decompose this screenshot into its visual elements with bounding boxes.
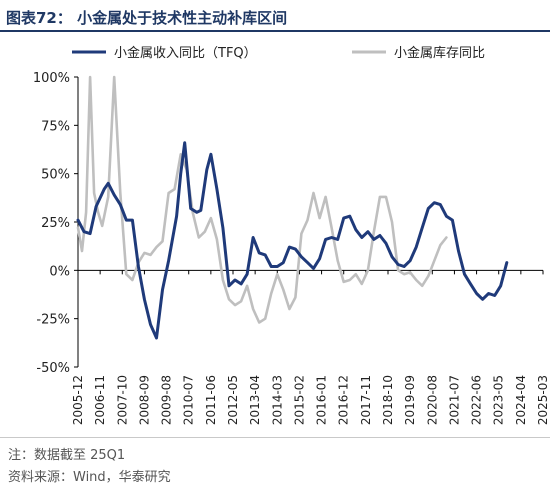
- x-tick-label: 2007-10: [115, 375, 129, 425]
- x-tick-label: 2011-06: [204, 375, 218, 425]
- x-tick-label: 2006-11: [93, 375, 107, 425]
- x-tick-label: 2019-09: [403, 375, 417, 425]
- x-tick-label: 2012-05: [226, 375, 240, 425]
- y-axis: 100% 75% 50% 25% 0% -25% -50%: [33, 71, 79, 376]
- x-tick-label: 2005-12: [71, 375, 85, 425]
- x-tick-label: 2024-04: [514, 375, 528, 425]
- x-tick-label: 2023-05: [492, 375, 506, 425]
- legend: 小金属收入同比（TFQ） 小金属库存同比: [72, 45, 485, 61]
- title-bar: 图表72： 小金属处于技术性主动补库区间: [0, 0, 550, 32]
- y-tick-label: 25%: [41, 216, 70, 231]
- x-tick-label: 2022-06: [470, 375, 484, 425]
- x-tick-label: 2016-01: [315, 375, 329, 425]
- x-tick-label: 2020-08: [425, 375, 439, 425]
- x-tick-label: 2013-04: [248, 375, 262, 425]
- chart-title: 图表72： 小金属处于技术性主动补库区间: [6, 9, 288, 27]
- x-tick-label: 2021-07: [447, 375, 461, 425]
- y-tick-label: 75%: [41, 119, 70, 134]
- legend-label: 小金属库存同比: [394, 45, 485, 61]
- source-note: 资料来源：Wind，华泰研究: [8, 470, 171, 485]
- chart: 小金属收入同比（TFQ） 小金属库存同比 100% 75% 50% 25% 0% -25% -…: [33, 45, 550, 425]
- x-tick-label: 2009-08: [160, 375, 174, 425]
- footnote: 注：数据截至 25Q1: [8, 448, 126, 463]
- x-tick-label: 2015-02: [292, 375, 306, 425]
- x-tick-label: 2010-07: [182, 375, 196, 425]
- x-tick-label: 2014-03: [270, 375, 284, 425]
- x-tick-label: 2025-03: [536, 375, 550, 425]
- series-line-inventory-yoy: [76, 75, 448, 324]
- y-tick-label: 100%: [33, 71, 70, 86]
- footer-divider: [0, 437, 550, 438]
- legend-label: 小金属收入同比（TFQ）: [114, 45, 257, 61]
- y-tick-label: -50%: [36, 361, 70, 376]
- series-group: [76, 75, 509, 340]
- y-tick-label: -25%: [36, 313, 70, 328]
- y-tick-label: 0%: [49, 264, 70, 279]
- x-tick-label: 2016-12: [337, 375, 351, 425]
- x-tick-label: 2008-09: [137, 375, 151, 425]
- x-tick-label: 2017-11: [359, 375, 373, 425]
- x-axis: 2005-12 2006-11 2007-10 2008-09 2009-08 2010-…: [71, 269, 550, 425]
- y-tick-label: 50%: [41, 168, 70, 183]
- series-line-revenue-yoy: [76, 141, 509, 340]
- title-underline: [0, 30, 550, 32]
- x-tick-label: 2018-10: [381, 375, 395, 425]
